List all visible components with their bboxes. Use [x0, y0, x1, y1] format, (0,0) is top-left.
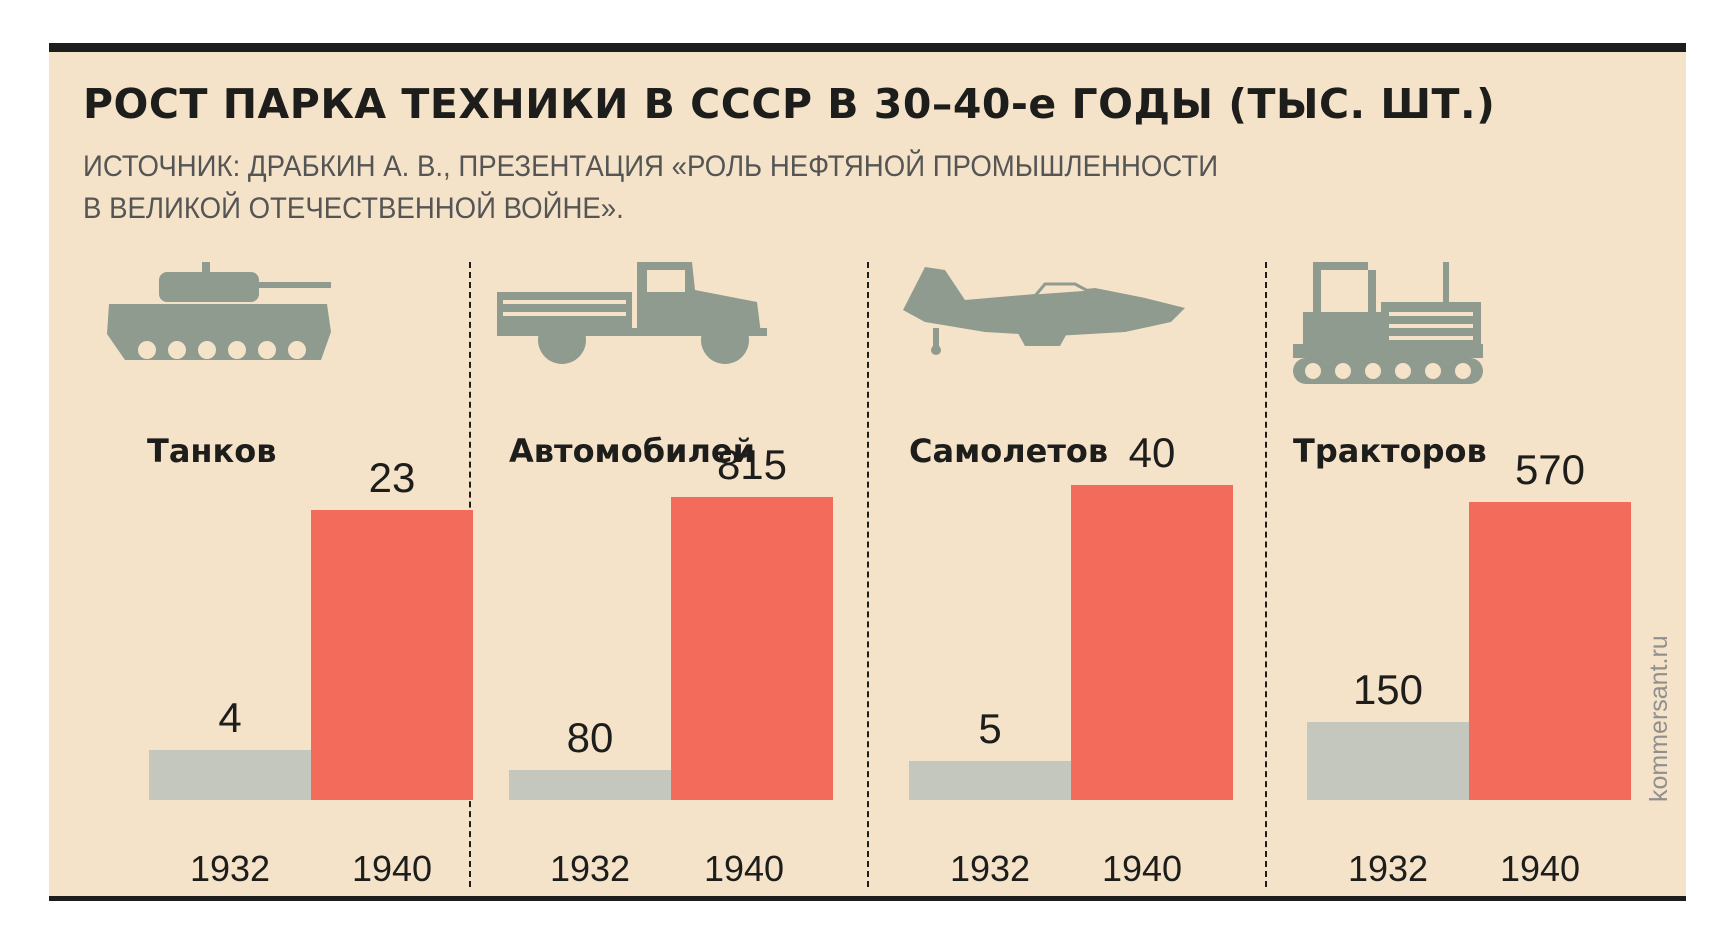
truck-icon: [497, 262, 767, 364]
bar-1932: [509, 770, 671, 800]
category-label-tractors: Тракторов: [1293, 432, 1487, 470]
panel-airplanes: Самолетов 5 40 1932 1940: [895, 262, 1285, 902]
bar-1932: [909, 760, 1071, 800]
value-label-1932: 5: [978, 704, 1002, 752]
bar-1940: [1469, 502, 1631, 800]
year-label-1932: 1932: [1347, 848, 1429, 889]
year-label-1940: 1940: [351, 848, 433, 889]
value-label-1940: 570: [1514, 446, 1586, 493]
year-label-1940: 1940: [703, 848, 785, 889]
category-label-airplanes: Самолетов: [909, 432, 1109, 470]
bar-1940: [311, 510, 473, 800]
value-label-1932: 4: [218, 693, 242, 741]
tank-icon: [107, 262, 331, 360]
year-label-1932: 1932: [189, 848, 271, 889]
panel-divider: [1265, 262, 1267, 887]
year-label-1932: 1932: [549, 848, 631, 889]
bar-1932: [1307, 721, 1469, 800]
bar-1940: [1071, 485, 1233, 800]
category-label-tanks: Танков: [147, 432, 277, 470]
panel-divider: [867, 262, 869, 887]
panel-trucks: Автомобилей 80 815 1932 1940: [497, 262, 887, 902]
category-label-trucks: Автомобилей: [509, 432, 756, 470]
year-label-1940: 1940: [1499, 848, 1581, 889]
infographic-card: РОСТ ПАРКА ТЕХНИКИ В СССР В 30–40-е ГОДЫ…: [49, 43, 1686, 901]
chart-title: РОСТ ПАРКА ТЕХНИКИ В СССР В 30–40-е ГОДЫ…: [83, 80, 1496, 128]
bar-1932: [149, 749, 311, 800]
year-label-1932: 1932: [949, 848, 1031, 889]
tractor-icon: [1293, 262, 1483, 384]
airplane-icon: [903, 267, 1185, 355]
panel-tanks: Танков 4 23 1932 1940: [99, 262, 489, 902]
year-label-1940: 1940: [1101, 848, 1183, 889]
value-label-1940: 815: [716, 441, 788, 488]
value-label-1932: 80: [566, 714, 614, 762]
source-line-1: ИСТОЧНИК: ДРАБКИН А. В., ПРЕЗЕНТАЦИЯ «РО…: [83, 150, 1219, 183]
value-label-1940: 40: [1128, 429, 1176, 476]
panel-tractors: Тракторов 150 570 1932 1940: [1293, 262, 1683, 902]
bar-1940: [671, 497, 833, 800]
value-label-1940: 23: [368, 454, 416, 501]
source-line-2: В ВЕЛИКОЙ ОТЕЧЕСТВЕННОЙ ВОЙНЕ».: [83, 192, 624, 225]
value-label-1932: 150: [1352, 665, 1424, 713]
